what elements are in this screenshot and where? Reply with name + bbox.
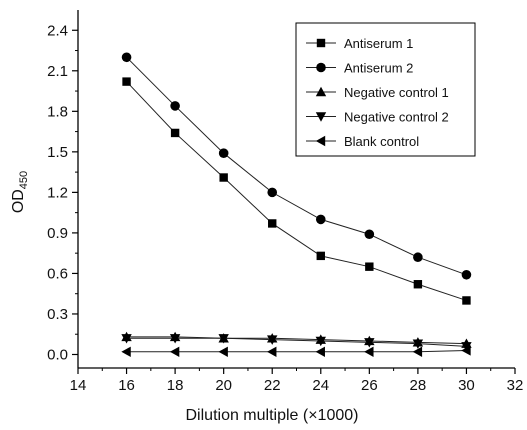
data-point [364, 338, 375, 348]
x-tick-label: 24 [312, 377, 329, 394]
series-4 [121, 334, 472, 352]
data-point [267, 346, 277, 357]
y-tick-label: 2.1 [47, 63, 68, 80]
y-tick-label: 0.0 [47, 346, 68, 363]
series-line [126, 336, 467, 345]
x-ticks: 14 16 18 20 22 24 26 28 30 32 [70, 368, 524, 394]
y-axis-title: OD450 [10, 171, 30, 213]
x-tick-label: 14 [70, 377, 87, 394]
data-point [218, 334, 229, 344]
data-point [365, 262, 374, 271]
x-tick-label: 30 [458, 377, 475, 394]
legend-marker [315, 112, 327, 122]
y-tick-label: 1.8 [47, 103, 68, 120]
x-axis-title: Dilution multiple (×1000) [186, 407, 359, 424]
data-point [169, 334, 181, 344]
x-tick-label: 32 [507, 377, 524, 394]
y-tick-label: 0.3 [47, 306, 68, 323]
series-line [126, 337, 467, 347]
y-ticks: 0.0 0.3 0.6 0.9 1.2 1.5 1.8 2.1 2.4 [47, 22, 78, 363]
data-point [461, 342, 472, 352]
legend-item: Negative control 2 [306, 110, 449, 125]
legend-marker [316, 62, 326, 73]
data-point [315, 336, 326, 347]
data-point [412, 346, 423, 357]
series-line [126, 56, 467, 276]
data-point [170, 128, 180, 138]
data-point [121, 346, 131, 357]
series-5 [121, 345, 471, 357]
series-1 [122, 77, 471, 305]
data-point [218, 346, 228, 357]
data-point [170, 101, 180, 111]
x-tick-label: 22 [264, 377, 281, 394]
data-point [169, 346, 180, 357]
legend-item: Negative control 1 [306, 85, 449, 100]
y-axis-title-subscript: 450 [18, 171, 30, 189]
legend-item: Antiserum 1 [306, 36, 413, 51]
y-tick-label: 1.5 [47, 144, 68, 161]
legend-item: Blank control [306, 134, 419, 149]
series-line [126, 349, 467, 353]
legend-marker [315, 86, 327, 97]
data-point [461, 269, 472, 280]
legend-label: Antiserum 2 [344, 61, 413, 76]
x-tick-label: 28 [410, 377, 427, 394]
data-point [364, 229, 375, 240]
legend-box [295, 22, 476, 157]
data-point [315, 214, 326, 225]
data-point [316, 251, 325, 261]
data-point [267, 335, 278, 345]
legend-label: Negative control 2 [344, 110, 449, 125]
data-point [461, 345, 471, 356]
legend-label: Blank control [344, 134, 419, 149]
data-point [462, 296, 471, 305]
data-point [364, 346, 374, 357]
y-tick-label: 0.6 [47, 265, 68, 282]
data-point [219, 173, 228, 182]
data-point [122, 77, 131, 86]
data-point [413, 280, 423, 289]
legend: Antiserum 1 Antiserum 2 Negative control 1… [295, 22, 476, 157]
series-2 [121, 52, 472, 280]
data-point [315, 346, 325, 357]
series-group [121, 52, 472, 357]
legend-marker [315, 135, 326, 147]
x-tick-label: 16 [118, 377, 135, 394]
legend-marker [316, 38, 326, 48]
data-point [412, 339, 424, 349]
data-point [121, 52, 132, 63]
legend-label: Negative control 1 [344, 85, 449, 100]
data-point [218, 148, 229, 158]
x-tick-label: 20 [215, 377, 232, 394]
data-point [267, 187, 278, 198]
y-tick-label: 0.9 [47, 225, 68, 242]
series-line [126, 81, 467, 301]
legend-item: Antiserum 2 [306, 61, 413, 76]
legend-label: Antiserum 1 [344, 36, 413, 51]
x-tick-label: 26 [361, 377, 378, 394]
data-point [268, 219, 277, 228]
y-tick-label: 1.2 [47, 184, 68, 201]
y-tick-label: 2.4 [47, 22, 68, 39]
data-point [413, 252, 423, 263]
x-tick-label: 18 [167, 377, 184, 394]
y-axis-title-main: OD [10, 189, 27, 213]
data-point [121, 334, 132, 344]
